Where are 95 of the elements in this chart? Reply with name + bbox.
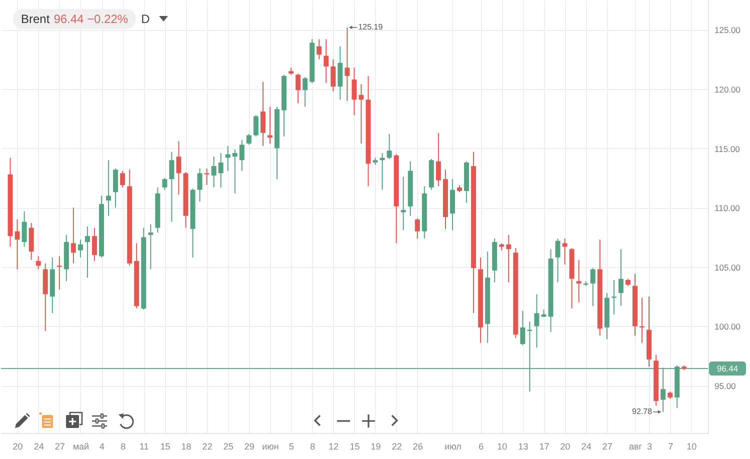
- y-tick-label: 120.00: [714, 84, 741, 94]
- candlestick: [246, 134, 252, 146]
- x-tick-label: 24: [581, 442, 592, 452]
- candlestick: [14, 218, 20, 270]
- x-tick-label: 25: [223, 442, 234, 452]
- x-tick-label: 17: [539, 442, 550, 452]
- x-tick-label: 8: [310, 442, 316, 452]
- x-tick-label: 18: [181, 442, 192, 452]
- candlestick: [253, 114, 258, 137]
- ref-line-label: 96.44: [716, 363, 738, 374]
- candlestick: [148, 224, 154, 270]
- candlestick: [534, 294, 540, 348]
- candlestick: [225, 145, 230, 172]
- x-tick-label: 4: [100, 442, 105, 452]
- candlestick: [338, 46, 343, 100]
- y-tick-label: 115.00: [714, 144, 740, 154]
- candlestick: [640, 297, 645, 344]
- annotation: 92.78: [632, 406, 653, 416]
- x-tick-label: 22: [392, 442, 402, 452]
- x-tick-label: 7: [668, 442, 674, 452]
- candlestick: [106, 160, 112, 216]
- candlestick: [352, 67, 357, 116]
- x-tick-label: 15: [350, 442, 360, 452]
- candlestick: [260, 81, 266, 146]
- candlestick: [169, 151, 174, 222]
- x-tick-label: 15: [160, 442, 170, 452]
- x-tick-label: июл: [444, 442, 462, 452]
- y-tick-label: 110.00: [714, 203, 740, 214]
- y-tick-label: 95.00: [714, 381, 736, 392]
- candlestick: [113, 168, 118, 208]
- candlestick: [330, 58, 336, 92]
- x-tick-label: 24: [34, 442, 44, 452]
- annotation: 125.19: [358, 22, 384, 32]
- candlestick: [555, 238, 560, 283]
- x-tick-label: 12: [328, 442, 339, 452]
- candlestick: [618, 248, 624, 307]
- x-tick-label: 5: [289, 442, 294, 452]
- x-tick-label: 29: [244, 442, 254, 452]
- x-tick-label: 22: [202, 442, 212, 452]
- candlestick: [506, 234, 512, 283]
- x-tick-label: 11: [139, 442, 149, 452]
- candlestick: [324, 38, 329, 84]
- x-tick-label: 8: [120, 442, 126, 452]
- x-tick-label: 27: [602, 442, 612, 452]
- candlestick: [36, 256, 41, 270]
- candlestick: [450, 178, 455, 231]
- x-tick-label: 13: [518, 442, 528, 452]
- x-tick-label: 10: [497, 442, 508, 452]
- candlestick: [120, 170, 126, 188]
- candlestick: [78, 239, 83, 258]
- candlestick: [218, 152, 224, 188]
- candlestick: [176, 140, 182, 196]
- candlestick: [611, 279, 616, 315]
- candlestick: [84, 226, 90, 278]
- candlestick: [414, 218, 420, 239]
- candlestick: [197, 168, 202, 202]
- candlestick: [92, 227, 97, 262]
- x-tick-label: 10: [686, 442, 697, 452]
- candlestick: [162, 177, 168, 190]
- candlestick: [56, 256, 62, 290]
- x-tick-label: май: [72, 442, 90, 452]
- candlestick: [400, 176, 406, 231]
- text: Brent: [21, 12, 50, 26]
- candlestick: [28, 222, 34, 260]
- x-tick-label: 3: [647, 442, 652, 452]
- y-tick-label: 105.00: [714, 262, 741, 272]
- x-tick-label: 6: [478, 442, 484, 452]
- candlestick: [239, 139, 244, 172]
- candlestick: [576, 259, 582, 304]
- x-tick-label: июн: [262, 442, 279, 452]
- candlestick: [296, 73, 301, 104]
- candlestick: [232, 148, 238, 194]
- y-tick-label: 100.00: [714, 322, 741, 332]
- candlestick: [562, 238, 568, 266]
- x-tick-label: 27: [54, 442, 65, 452]
- x-tick-label: 20: [12, 442, 23, 452]
- x-tick-label: 19: [370, 442, 381, 452]
- candlestick: [302, 76, 308, 108]
- candlestick: [204, 168, 210, 186]
- candlestick: [590, 268, 596, 307]
- candlestick: [386, 134, 392, 160]
- y-tick-label: 125.00: [714, 25, 741, 36]
- candlestick: [436, 132, 441, 187]
- candlestick: [22, 210, 27, 248]
- x-tick-label: авг: [628, 442, 643, 452]
- x-tick-label: 26: [412, 442, 423, 452]
- x-tick-label: 20: [560, 442, 570, 452]
- candlestick: [211, 156, 216, 188]
- candlestick: [520, 310, 526, 346]
- candlestick: [316, 38, 322, 60]
- candlestick: [358, 84, 364, 144]
- annotation: D: [141, 12, 150, 26]
- candlestick: [267, 106, 272, 144]
- candlestick: [70, 207, 76, 264]
- text: 96.44 −0.22%: [54, 12, 128, 26]
